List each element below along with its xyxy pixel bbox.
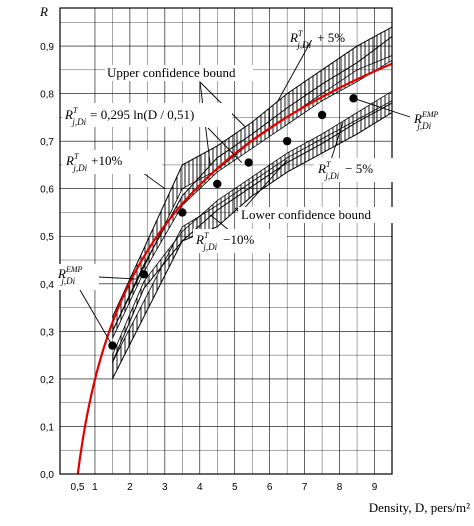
data-point xyxy=(178,208,187,217)
data-point xyxy=(213,179,222,189)
annotation-emp-right: REMP j,Di xyxy=(413,110,439,131)
data-point xyxy=(139,270,149,279)
band xyxy=(112,100,392,379)
annotation-plus5: RT j,Di + 5% xyxy=(289,29,345,50)
y-tick-label: 0,7 xyxy=(40,137,54,148)
band-outer-line xyxy=(111,102,393,363)
x-axis-title: Density, D, pers/m² xyxy=(369,500,470,515)
confidence-bound-lines xyxy=(111,26,393,380)
data-point xyxy=(317,110,327,120)
y-tick-label: 0,5 xyxy=(40,232,54,243)
y-tick-label: 0,2 xyxy=(40,375,54,386)
svg-text:RTj,Di+10%: RT j,Di +10% xyxy=(65,152,123,173)
annotation-minus10: RT j,Di −10% xyxy=(193,229,287,253)
empirical-points xyxy=(108,94,358,350)
x-tick-label: 9 xyxy=(372,482,378,493)
annotation-leader-line xyxy=(276,39,313,104)
annotation-upper-bound: Upper confidence bound xyxy=(105,65,253,81)
svg-text:Upper confidence bound: Upper confidence bound xyxy=(107,65,236,80)
plot-frame xyxy=(59,7,393,475)
svg-text:Lower confidence bound: Lower confidence bound xyxy=(241,207,371,222)
annotation-leader-line xyxy=(79,289,113,346)
annotation-minus5: RT j,Di − 5% xyxy=(314,158,398,182)
x-tick-labels: 0,5 1 2 3 4 5 6 7 8 9 xyxy=(71,482,378,493)
svg-text:RTj,Di− 5%: RT j,Di − 5% xyxy=(317,160,373,181)
x-tick-label: 3 xyxy=(162,482,168,493)
x-tick-label: 7 xyxy=(302,482,308,493)
band-inner-line xyxy=(112,100,393,363)
y-tick-label: 0,8 xyxy=(40,90,54,101)
y-tick-label: 0,3 xyxy=(40,327,54,338)
data-point xyxy=(244,158,253,167)
x-tick-label: 0,5 xyxy=(71,482,85,493)
band-outer-line xyxy=(111,26,393,318)
y-tick-label: 0,0 xyxy=(40,470,54,481)
annotation-leader-line xyxy=(353,97,411,118)
data-point xyxy=(349,94,358,103)
band-inner-line xyxy=(112,90,393,356)
y-tick-labels: 0,0 0,1 0,2 0,3 0,4 0,5 0,6 0,7 0,8 0,9 xyxy=(40,42,54,481)
y-tick-label: 0,1 xyxy=(40,422,54,433)
x-tick-label: 1 xyxy=(92,482,98,493)
svg-text:RTj,Di−10%: RT j,Di −10% xyxy=(195,231,255,252)
fit-curve xyxy=(76,62,393,475)
svg-text:RTj,Di= 0,295 ln(D / 0,51): RT j,Di = 0,295 ln(D / 0,51) xyxy=(64,106,194,127)
x-tick-label: 8 xyxy=(337,482,343,493)
annotation-plus10: RT j,Di +10% xyxy=(62,150,162,174)
x-tick-label: 5 xyxy=(232,482,238,493)
annotation-emp-left: REMP j,Di xyxy=(55,264,99,290)
band-inner-line xyxy=(112,59,393,339)
annotation-formula: RT j,Di = 0,295 ln(D / 0,51) xyxy=(62,103,232,127)
x-tick-label: 4 xyxy=(197,482,203,493)
annotation-leader-line xyxy=(239,159,288,214)
band-outer-line xyxy=(111,112,393,380)
y-tick-label: 0,4 xyxy=(40,280,54,291)
annotation-leader-line xyxy=(329,121,344,164)
annotation-lower-bound: Lower confidence bound xyxy=(238,207,414,223)
x-tick-label: 2 xyxy=(127,482,133,493)
y-tick-label: 0,6 xyxy=(40,185,54,196)
annotation-leader-line xyxy=(209,214,231,232)
y-tick-label: 0,9 xyxy=(40,42,54,53)
x-tick-label: 6 xyxy=(267,482,273,493)
y-axis-title: R xyxy=(39,4,48,19)
svg-text:RTj,Di+ 5%: RT j,Di + 5% xyxy=(289,29,345,50)
annotation-leader-line xyxy=(207,127,243,163)
fit-curve-line xyxy=(76,62,393,475)
data-point xyxy=(282,136,292,146)
